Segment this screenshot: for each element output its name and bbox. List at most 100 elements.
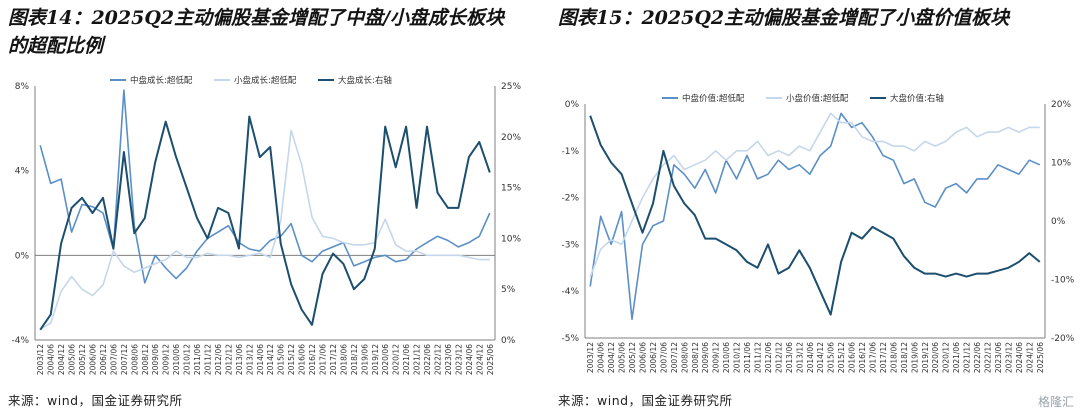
x-tick-label: 2004/12 [607,342,616,373]
y-tick-label-right: 15% [501,184,521,194]
chart-title: 图表15：2025Q2主动偏股基金增配了小盘价值板块 [558,7,1010,29]
x-tick-label: 2008/06 [680,342,689,373]
y-tick-label-right: 10% [501,234,521,244]
x-tick-label: 2007/06 [659,342,668,373]
x-tick-label: 2008/12 [691,342,700,373]
series-line-small [589,112,1040,278]
x-tick-label: 2004/06 [597,342,606,373]
x-tick-label: 2005/06 [68,344,77,375]
x-tick-label: 2019/12 [371,344,380,375]
y-tick-label-left: -1% [561,147,579,157]
x-tick-label: 2015/12 [287,344,296,375]
x-tick-label: 2017/12 [879,342,888,373]
chart-svg: -5% -4% -3% -2% -1% 0% -20% -10% 0% 10% 20% 2003/12… [561,93,1075,373]
series-line-large [39,115,491,331]
y-tick-label-left: -4% [561,287,579,297]
x-tick-label: 2005/12 [78,344,87,375]
x-tick-label: 2020/06 [931,342,940,373]
x-tick-label: 2023/12 [454,344,463,375]
x-tick-label: 2016/12 [858,342,867,373]
y-tick-label-right: 0% [501,336,516,346]
x-tick-label: 2006/12 [649,342,658,373]
legend-label: 大盘价值:右轴 [890,93,944,104]
x-tick-label: 2008/06 [130,344,139,375]
x-tick-label: 2024/12 [1025,342,1034,373]
x-tick-label: 2017/06 [319,344,328,375]
y-tick-label-right: 25% [501,82,521,92]
x-tick-label: 2005/12 [628,342,637,373]
y-tick-label-right: 20% [1051,100,1071,110]
y-tick-label-left: 8% [15,82,30,92]
x-tick-label: 2003/12 [586,342,595,373]
x-tick-label: 2011/06 [193,344,202,375]
x-tick-label: 2015/06 [277,344,286,375]
chart-svg: -4%0%4%8%0%5%10%15%20%25%2003/12 2004/06 2… [11,75,521,375]
watermark-logo: 格隆汇 [1037,395,1074,409]
x-tick-label: 2012/06 [214,344,223,375]
x-tick-label: 2022/12 [984,342,993,373]
x-tick-label: 2011/06 [743,342,752,373]
legend-label: 中盘成长:超低配 [130,75,193,86]
series-line-small [39,129,490,331]
y-tick-label-left: -3% [561,240,579,250]
x-tick-label: 2021/06 [402,344,411,375]
x-tick-label: 2019/06 [360,344,369,375]
x-tick-label: 2009/06 [151,344,160,375]
x-tick-label: 2006/06 [639,342,648,373]
x-tick-label: 2017/12 [329,344,338,375]
x-tick-label: 2009/06 [701,342,710,373]
x-tick-label: 2014/12 [816,342,825,373]
x-tick-label: 2010/06 [722,342,731,373]
y-tick-label-right: -10% [1051,276,1075,286]
x-tick-label: 2022/06 [973,342,982,373]
legend-label: 大盘成长:右轴 [338,75,392,86]
x-tick-label: 2004/12 [57,344,66,375]
x-tick-label: 2007/12 [670,342,679,373]
y-tick-label-left: 4% [15,167,30,177]
x-tick-label: 2014/06 [806,342,815,373]
x-tick-label: 2013/12 [795,342,804,373]
y-tick-label-left: -2% [561,194,579,204]
x-tick-label: 2016/06 [298,344,307,375]
x-tick-label: 2024/12 [475,344,484,375]
x-tick-label: 2018/06 [889,342,898,373]
x-tick-label: 2006/12 [99,344,108,375]
legend-label: 中盘价值:超低配 [682,93,745,104]
x-tick-label: 2003/12 [36,344,45,375]
series-line-large [589,115,1041,316]
x-tick-label: 2012/06 [764,342,773,373]
x-tick-label: 2020/12 [942,342,951,373]
x-tick-label: 2018/12 [900,342,909,373]
x-tick-label: 2025/06 [1036,342,1045,373]
y-tick-label-left: -5% [561,334,579,344]
y-tick-label-right: 20% [501,133,521,143]
x-tick-label: 2008/12 [141,344,150,375]
y-tick-label-left: -4% [11,336,29,346]
x-tick-label: 2020/12 [392,344,401,375]
x-tick-label: 2012/12 [224,344,233,375]
x-tick-label: 2019/12 [921,342,930,373]
x-tick-label: 2024/06 [1015,342,1024,373]
x-tick-label: 2018/12 [350,344,359,375]
x-tick-label: 2017/06 [869,342,878,373]
x-tick-label: 2011/12 [754,342,763,373]
source-note: 来源：wind，国金证券研究所 [558,393,733,408]
x-tick-label: 2023/12 [1004,342,1013,373]
x-tick-label: 2007/06 [109,344,118,375]
x-tick-label: 2021/06 [952,342,961,373]
x-tick-label: 2013/12 [245,344,254,375]
x-tick-label: 2025/06 [486,344,495,375]
x-tick-label: 2010/12 [183,344,192,375]
x-tick-label: 2013/06 [235,344,244,375]
y-tick-label-left: 0% [15,251,30,261]
y-tick-label-right: 5% [501,285,516,295]
legend-label: 小盘成长:超低配 [234,75,297,86]
x-tick-label: 2007/12 [120,344,129,375]
x-tick-label: 2005/06 [618,342,627,373]
x-tick-label: 2009/12 [162,344,171,375]
chart-title: 图表14：2025Q2主动偏股基金增配了中盘/小盘成长板块的超配比例 [8,7,505,57]
series-line-mid [589,112,1041,321]
x-tick-label: 2011/12 [204,344,213,375]
y-tick-label-right: 0% [1051,217,1066,227]
x-tick-label: 2018/06 [339,344,348,375]
